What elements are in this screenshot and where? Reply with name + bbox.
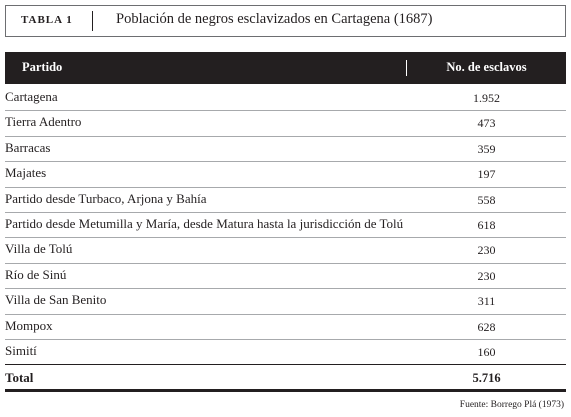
total-label: Total	[5, 370, 34, 386]
table-row: Tierra Adentro 473	[5, 111, 566, 137]
row-partido: Río de Sinú	[5, 266, 67, 282]
row-partido: Majates	[5, 165, 47, 181]
table-row: Villa de Tolú 230	[5, 238, 566, 264]
table-row: Simití 160	[5, 340, 566, 366]
table-title: Población de negros esclavizados en Cart…	[116, 11, 433, 27]
row-partido: Simití	[5, 342, 37, 358]
row-partido: Partido desde Metumilla y María, desde M…	[5, 215, 404, 231]
row-count: 558	[477, 192, 496, 207]
table-body: Cartagena 1.952 Tierra Adentro 473 Barra…	[5, 86, 566, 393]
row-count: 311	[477, 294, 496, 309]
column-header-partido: Partido	[22, 60, 63, 74]
row-count: 473	[477, 116, 496, 131]
table-row: Barracas 359	[5, 137, 566, 163]
title-divider	[92, 11, 93, 31]
row-count: 628	[477, 319, 496, 334]
row-count: 230	[477, 268, 496, 283]
row-partido: Cartagena	[5, 89, 58, 104]
row-count: 160	[477, 344, 496, 359]
table-row: Villa de San Benito 311	[5, 289, 566, 315]
row-count: 1.952	[473, 91, 500, 105]
row-count: 197	[477, 167, 496, 182]
row-count: 618	[477, 217, 496, 232]
row-partido: Tierra Adentro	[5, 114, 82, 130]
table-row: Cartagena 1.952	[5, 86, 566, 112]
row-partido: Mompox	[5, 317, 53, 333]
row-partido: Partido desde Turbaco, Arjona y Bahía	[5, 190, 207, 206]
table-row: Majates 197	[5, 162, 566, 188]
table-row: Partido desde Metumilla y María, desde M…	[5, 213, 566, 239]
column-header-divider	[406, 60, 407, 76]
table-row: Río de Sinú 230	[5, 264, 566, 290]
column-header-count: No. de esclavos	[446, 60, 527, 74]
row-partido: Villa de Tolú	[5, 241, 73, 257]
row-partido: Barracas	[5, 139, 51, 155]
source-note: Fuente: Borrego Plá (1973)	[459, 400, 564, 410]
table-label: TABLA 1	[21, 14, 73, 26]
row-partido: Villa de San Benito	[5, 292, 107, 308]
row-count: 359	[477, 141, 496, 156]
total-count: 5.716	[472, 371, 501, 386]
row-count: 230	[477, 243, 496, 258]
table-total-row: Total 5.716	[5, 364, 566, 393]
table-title-box: TABLA 1 Población de negros esclavizados…	[5, 5, 566, 37]
table-row: Partido desde Turbaco, Arjona y Bahía 55…	[5, 188, 566, 213]
table-header: Partido No. de esclavos	[5, 52, 566, 84]
table-row: Mompox 628	[5, 315, 566, 340]
